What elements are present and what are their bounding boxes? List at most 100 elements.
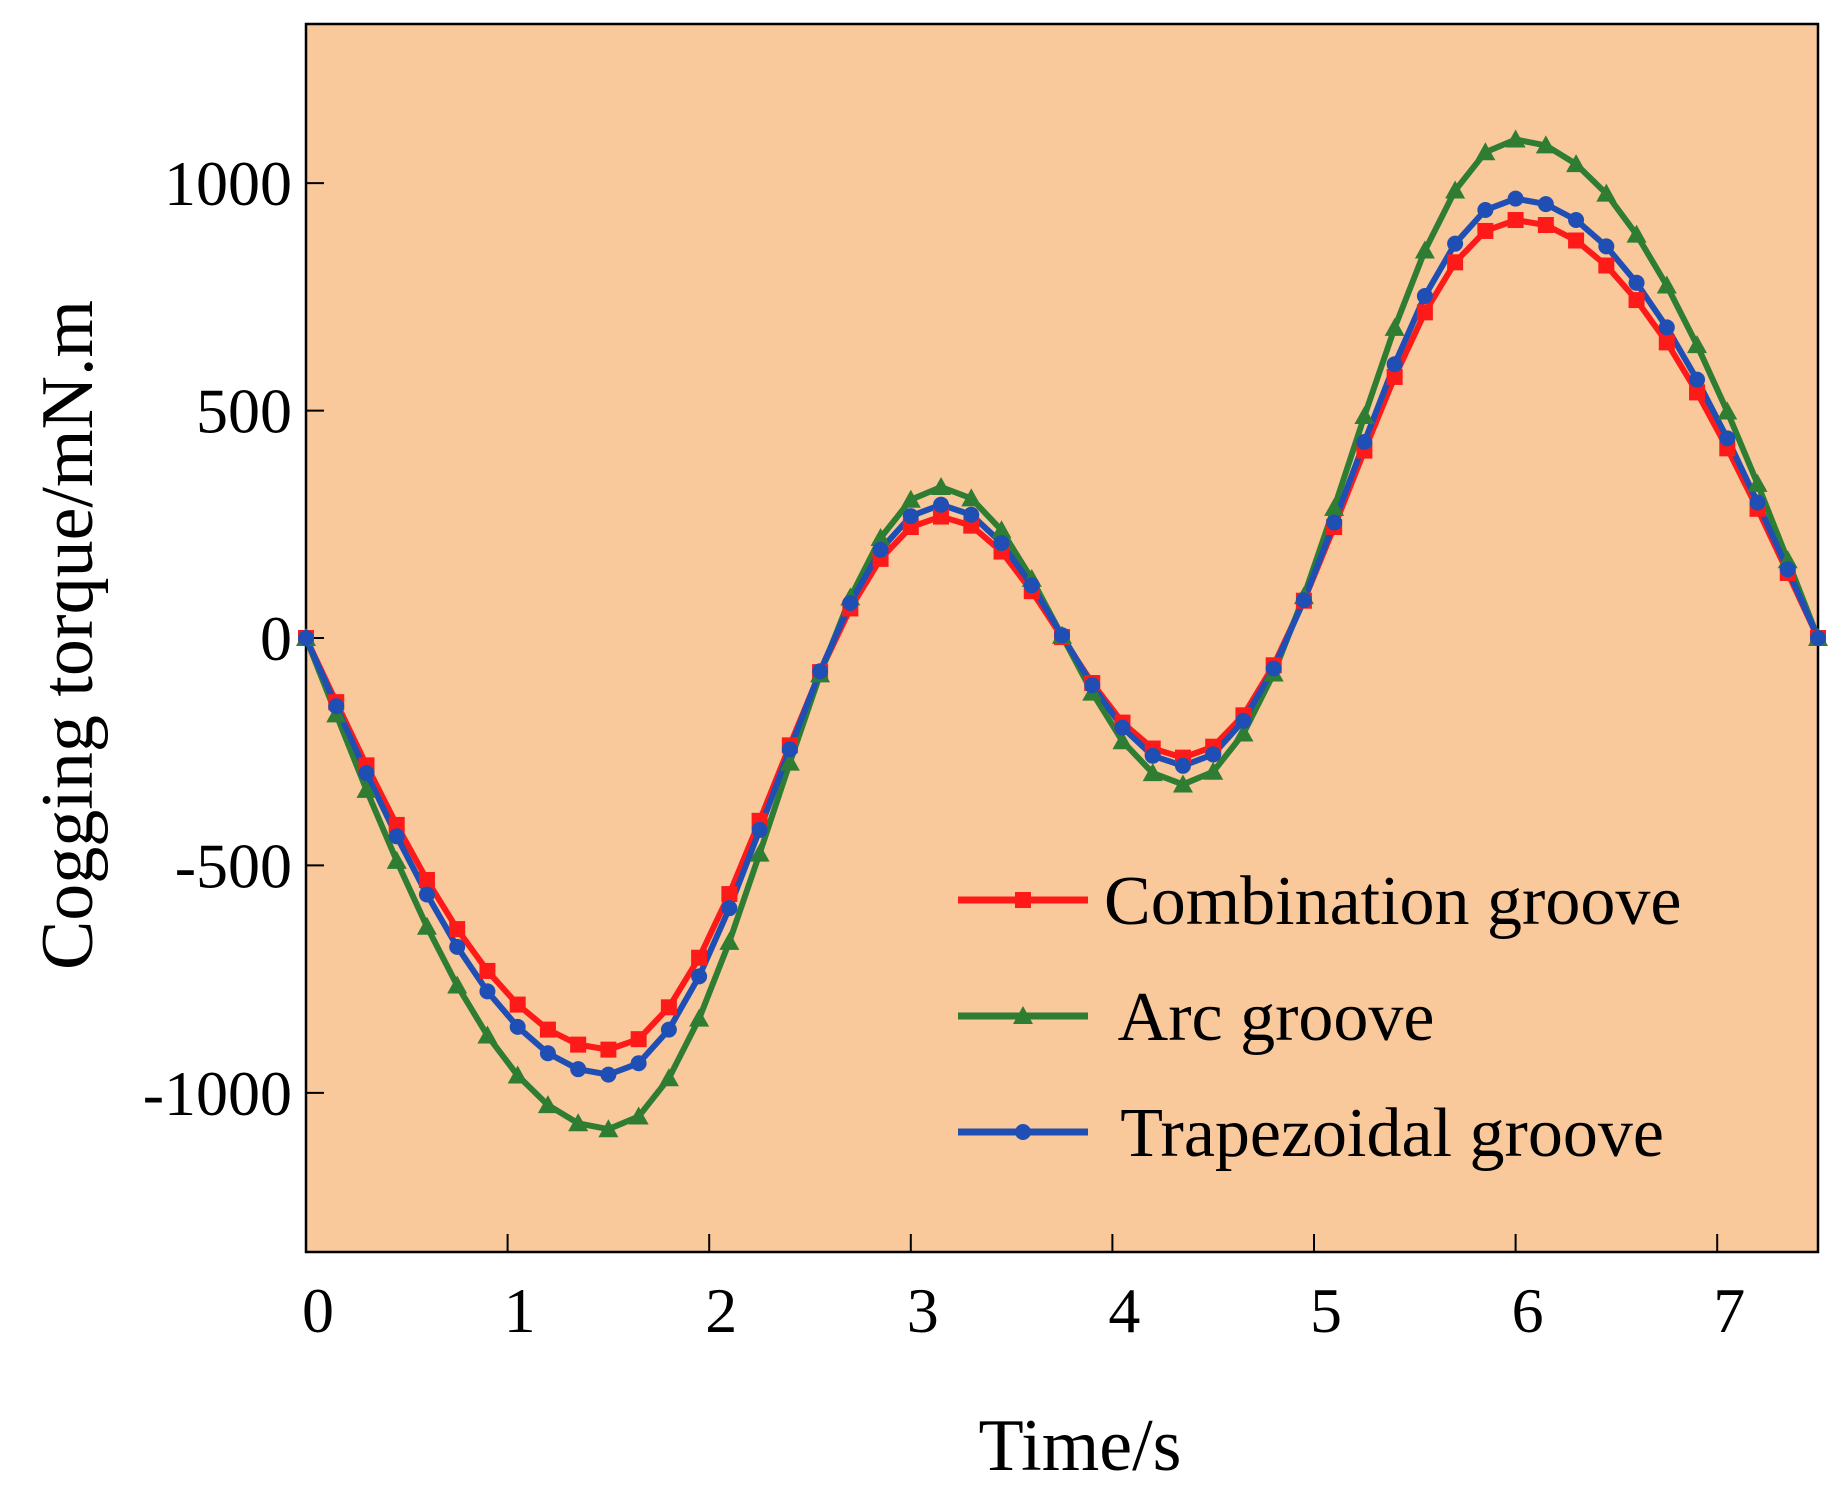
marker [1717,401,1738,420]
marker [1235,712,1252,729]
marker [1628,274,1645,291]
x-axis-label: Time/s [979,1405,1182,1487]
marker [691,949,708,966]
marker [1779,561,1796,578]
marker [1447,254,1464,271]
marker [449,938,466,955]
marker [1203,761,1224,780]
marker [537,1095,558,1114]
legend-label: Trapezoidal groove [1104,1095,1664,1172]
marker [660,999,677,1016]
marker [1475,142,1496,161]
marker [1416,304,1433,321]
marker [842,594,859,611]
marker [479,962,496,979]
marker [1112,731,1133,750]
marker [902,508,919,525]
marker [691,968,708,985]
marker [1689,371,1706,388]
marker [358,765,375,782]
marker [1324,497,1345,516]
marker [963,506,980,523]
x-tick-label: 0 [302,1275,334,1346]
marker [781,741,798,758]
y-tick-label: 500 [196,376,292,447]
marker [356,779,377,798]
marker [660,1021,677,1038]
marker [721,886,738,903]
marker [1566,154,1587,173]
marker [1507,190,1524,207]
marker [1477,202,1494,219]
marker [1747,473,1768,492]
marker [1384,317,1405,336]
marker [507,1065,528,1084]
marker [328,698,345,715]
x-tick-label: 1 [504,1275,536,1346]
marker [388,828,405,845]
marker [1013,1006,1033,1024]
marker [1114,719,1131,736]
marker [1172,774,1193,793]
marker [1447,235,1464,252]
marker [872,541,889,558]
marker [931,477,952,496]
marker [993,534,1010,551]
marker [1628,292,1645,309]
marker [477,1025,498,1044]
marker [509,1018,526,1035]
x-tick-label: 4 [1108,1275,1140,1346]
marker [418,886,435,903]
y-tick-label: -500 [175,830,292,901]
marker [1598,257,1615,274]
x-tick-label: 7 [1713,1275,1745,1346]
y-tick-label: 1000 [164,148,292,219]
marker [1265,660,1282,677]
marker [1537,196,1554,213]
y-axis-label: Cogging torque/mN.m [27,300,109,970]
marker [509,996,526,1013]
marker [1658,334,1675,351]
marker [1416,287,1433,304]
marker [630,1031,647,1048]
marker [749,843,770,862]
marker [570,1036,587,1053]
marker [1356,433,1373,450]
marker [630,1055,647,1072]
marker [1598,238,1615,255]
marker [600,1041,617,1058]
marker [1656,275,1677,294]
marker [1174,757,1191,774]
marker [418,871,435,888]
marker [719,931,740,950]
marker [1386,356,1403,373]
marker [689,1008,710,1027]
marker [1015,1124,1031,1140]
marker [1477,222,1494,239]
marker [570,1061,587,1078]
marker [479,983,496,1000]
marker [1205,746,1222,763]
marker [812,663,829,680]
marker [1144,747,1161,764]
marker [933,496,950,513]
marker [1719,430,1736,447]
y-tick-label: -1000 [143,1058,292,1129]
marker [721,900,738,917]
marker [1023,577,1040,594]
marker [449,921,466,938]
marker [658,1068,679,1087]
marker [1445,180,1466,199]
marker [628,1106,649,1125]
marker [1568,212,1585,229]
marker [1658,319,1675,336]
marker [416,916,437,935]
marker [900,489,921,508]
marker [1142,763,1163,782]
marker [298,630,314,646]
legend-label: Arc groove [1104,979,1434,1056]
marker [386,850,407,869]
marker [961,488,982,507]
marker [1537,217,1554,234]
